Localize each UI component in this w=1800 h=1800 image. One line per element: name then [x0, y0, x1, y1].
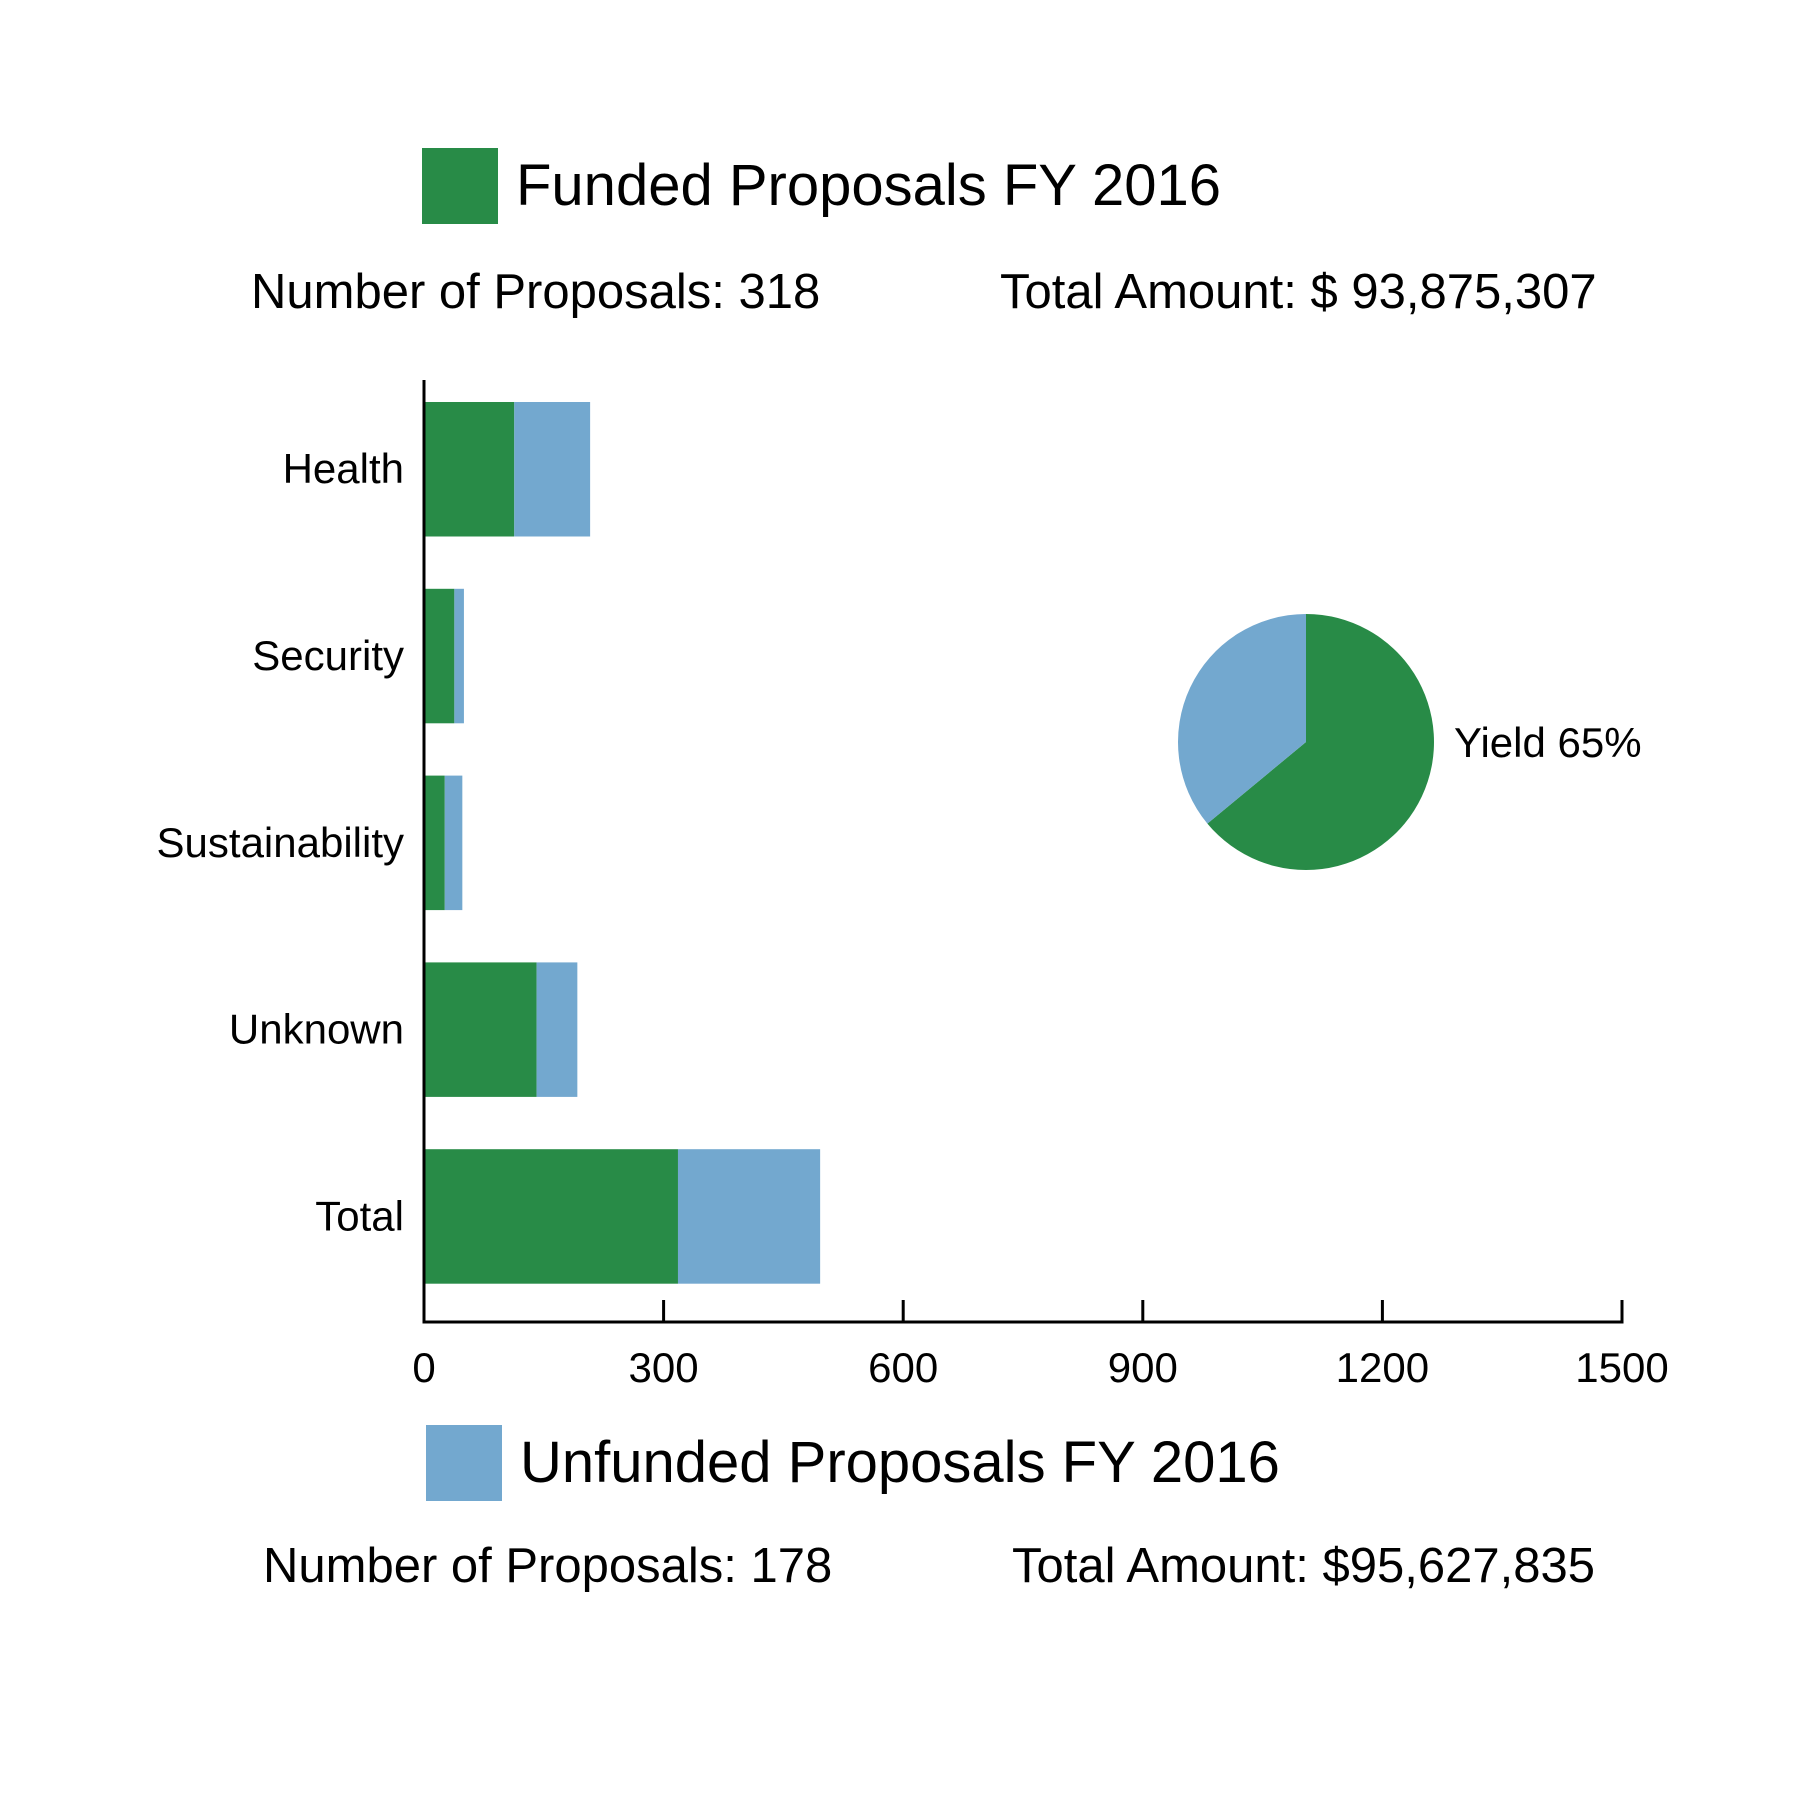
category-label-health: Health	[283, 445, 404, 492]
bar-security-unfunded	[454, 588, 464, 724]
x-tick-label-900: 900	[1108, 1344, 1178, 1391]
funded-amount: Total Amount: $ 93,875,307	[1000, 265, 1597, 319]
category-label-total: Total	[315, 1192, 404, 1239]
unfunded-swatch	[426, 1425, 502, 1501]
bar-unknown-unfunded	[536, 962, 578, 1097]
funded-swatch	[422, 148, 498, 224]
pie-chart: Yield 65%	[1178, 614, 1642, 870]
x-tick-label-600: 600	[868, 1344, 938, 1391]
unfunded-amount: Total Amount: $95,627,835	[1012, 1539, 1595, 1593]
bar-health-funded	[424, 402, 515, 537]
category-label-security: Security	[252, 632, 404, 679]
unfunded-legend-title: Unfunded Proposals FY 2016	[520, 1430, 1280, 1495]
x-tick-label-300: 300	[629, 1344, 699, 1391]
funded-legend: Funded Proposals FY 2016	[422, 148, 1221, 224]
bar-sustainability-unfunded	[444, 775, 463, 911]
pie-slice-funded	[1207, 614, 1434, 870]
x-tick-label-1200: 1200	[1336, 1344, 1429, 1391]
x-tick-label-1500: 1500	[1575, 1344, 1668, 1391]
funded-legend-title: Funded Proposals FY 2016	[516, 153, 1222, 218]
bar-group: Health Security Sustainability Unknown Total	[157, 402, 821, 1284]
axes: 0 300 600 900 1200 1500	[412, 380, 1669, 1391]
pie-slice-unfunded	[1178, 614, 1306, 824]
bar-total-unfunded	[677, 1149, 821, 1284]
bar-unknown-funded	[424, 962, 537, 1097]
category-label-unknown: Unknown	[229, 1006, 404, 1053]
x-tick-label-0: 0	[412, 1344, 435, 1391]
bar-total-funded	[424, 1149, 678, 1284]
unfunded-legend: Unfunded Proposals FY 2016	[426, 1425, 1280, 1501]
bar-health-unfunded	[514, 402, 591, 537]
bar-security-funded	[424, 588, 455, 724]
category-label-sustainability: Sustainability	[157, 819, 404, 866]
funded-count: Number of Proposals: 318	[251, 265, 821, 319]
pie-yield-label: Yield 65%	[1454, 719, 1642, 766]
unfunded-count: Number of Proposals: 178	[263, 1539, 833, 1593]
bar-sustainability-funded	[424, 775, 445, 911]
